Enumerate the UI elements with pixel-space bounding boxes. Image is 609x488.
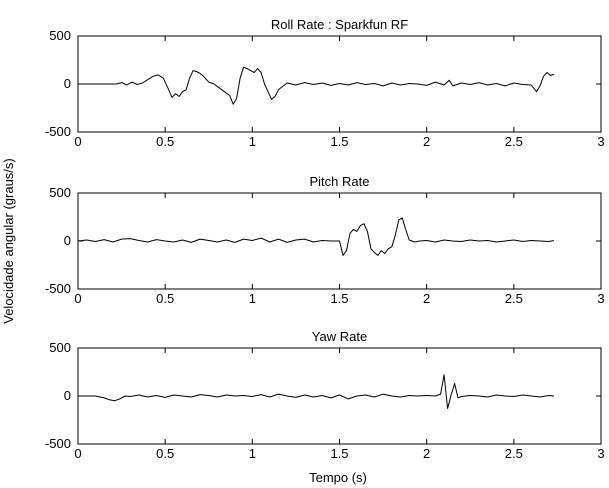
x-tick-label: 0 — [74, 134, 81, 149]
y-tick-label: 0 — [64, 76, 71, 91]
subplot-title: Pitch Rate — [310, 174, 370, 189]
x-tick-label: 2.5 — [505, 446, 523, 461]
x-tick-label: 3 — [597, 134, 604, 149]
y-tick-label: -500 — [45, 124, 71, 139]
figure-ylabel: Velocidade angular (graus/s) — [1, 158, 16, 324]
x-tick-label: 1 — [249, 446, 256, 461]
series-line-1 — [77, 217, 554, 256]
x-tick-label: 3 — [597, 291, 604, 306]
y-tick-label: 500 — [49, 28, 71, 43]
series-line-1 — [78, 66, 555, 105]
x-tick-label: 1.5 — [330, 134, 348, 149]
x-tick-label: 0.5 — [156, 134, 174, 149]
x-tick-label: 1 — [249, 134, 256, 149]
y-tick-label: 0 — [64, 388, 71, 403]
x-tick-label: 2.5 — [505, 134, 523, 149]
x-tick-label: 3 — [597, 446, 604, 461]
x-tick-label: 0.5 — [156, 291, 174, 306]
x-tick-label: 1.5 — [330, 446, 348, 461]
x-tick-label: 2 — [423, 291, 430, 306]
x-tick-label: 1 — [249, 291, 256, 306]
subplots: Roll Rate : Sparkfun RF 0 0.5 1 1.5 2 2.5 3 -500… — [45, 17, 605, 461]
series-line-1 — [78, 374, 554, 409]
y-tick-label: -500 — [45, 281, 71, 296]
y-tick-label: 500 — [49, 340, 71, 355]
y-tick-label: 500 — [49, 185, 71, 200]
subplot-title: Yaw Rate — [312, 329, 367, 344]
x-tick-label: 2 — [423, 134, 430, 149]
x-tick-label: 0.5 — [156, 446, 174, 461]
x-tick-label: 0 — [74, 291, 81, 306]
x-tick-label: 1.5 — [330, 291, 348, 306]
figure-xlabel: Tempo (s) — [309, 470, 367, 485]
subplot-1: Roll Rate : Sparkfun RF 0 0.5 1 1.5 2 2.5 3 -500… — [45, 17, 605, 149]
x-tick-label: 2.5 — [505, 291, 523, 306]
subplot-title: Roll Rate : Sparkfun RF — [271, 17, 408, 32]
x-tick-label: 0 — [74, 446, 81, 461]
y-tick-label: -500 — [45, 436, 71, 451]
y-tick-label: 0 — [64, 233, 71, 248]
x-tick-label: 2 — [423, 446, 430, 461]
